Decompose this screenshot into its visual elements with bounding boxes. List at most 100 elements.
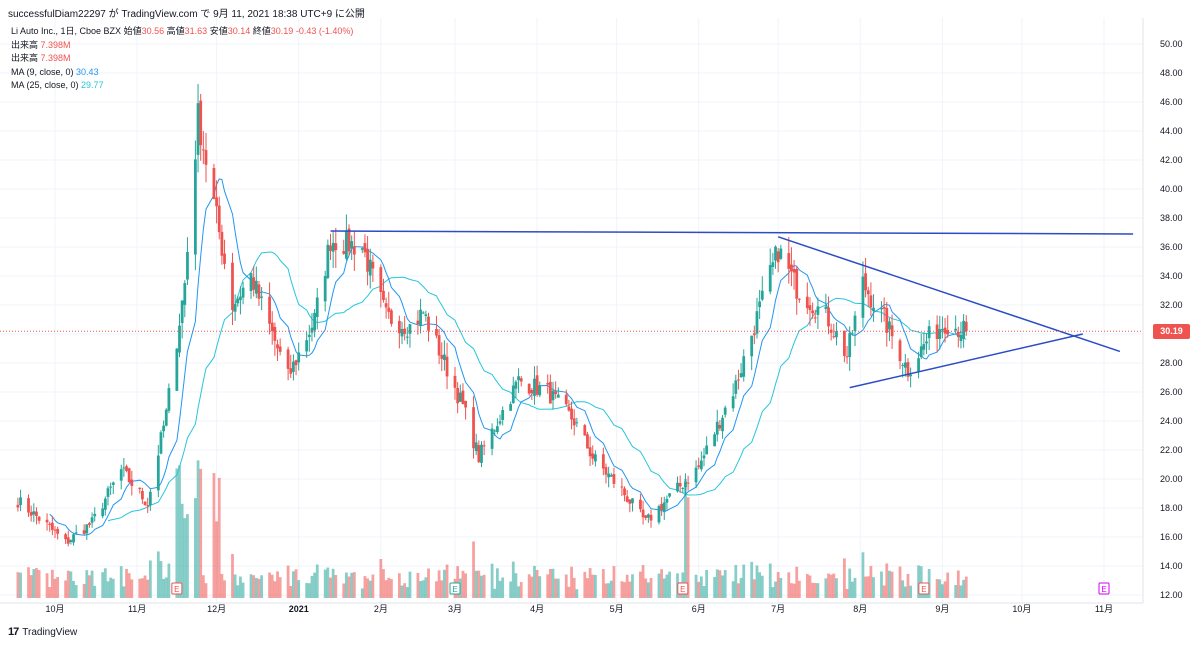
volume-bar <box>445 564 449 598</box>
volume-bar <box>164 577 168 598</box>
candle-body <box>480 444 483 463</box>
volume-bar <box>829 574 833 598</box>
candle-body <box>421 312 425 314</box>
volume-bar <box>194 498 197 598</box>
candle-body <box>294 360 298 366</box>
candle-body <box>331 242 335 252</box>
volume-bar <box>125 568 128 598</box>
volume-bar <box>903 586 907 598</box>
candle-body <box>257 284 261 299</box>
volume-bar <box>88 575 91 598</box>
volume-bar <box>755 565 759 598</box>
candle-body <box>554 391 558 395</box>
candle-body <box>273 326 277 341</box>
volume-bar <box>493 588 497 598</box>
volume-bar <box>935 579 939 598</box>
candle-body <box>646 514 650 518</box>
candle-body <box>204 150 208 165</box>
candle-body <box>538 385 542 396</box>
volume-row-1[interactable]: 出来高 7.398M <box>11 39 353 53</box>
candle-body <box>88 523 91 525</box>
y-tick-label: 26.00 <box>1160 387 1183 397</box>
change-value: -0.43 (-1.40%) <box>295 26 354 36</box>
candle-body <box>167 388 171 411</box>
volume-bar <box>231 554 234 598</box>
earnings-marker[interactable]: E <box>171 582 183 595</box>
candle-body <box>482 445 486 447</box>
candle-body <box>686 482 690 484</box>
volume-bar <box>371 574 375 598</box>
candle-body <box>445 356 449 377</box>
earnings-marker[interactable]: E <box>677 582 689 595</box>
footer-brand[interactable]: 17 TradingView <box>8 626 77 638</box>
ma25-row[interactable]: MA (25, close, 0) 29.77 <box>11 79 353 93</box>
candle-body <box>527 383 531 394</box>
ma25-value: 29.77 <box>81 80 104 90</box>
volume-bar <box>628 581 632 598</box>
volume-bar <box>946 572 950 598</box>
candle-body <box>620 486 624 488</box>
candle-body <box>326 244 330 278</box>
earnings-marker[interactable]: E <box>1098 582 1110 595</box>
volume-bar <box>90 570 94 598</box>
volume-bar <box>805 573 809 598</box>
earnings-marker[interactable]: E <box>449 582 461 595</box>
volume-bar <box>901 580 905 598</box>
grid <box>0 18 1143 603</box>
candle-body <box>922 344 926 350</box>
trendline-descending[interactable] <box>777 236 1121 353</box>
candle-body <box>869 295 873 308</box>
earnings-marker[interactable]: E <box>918 582 930 595</box>
volume-bar <box>347 576 351 598</box>
chart-legend: Li Auto Inc., 1日, Cboe BZX 始値30.56 高値31.… <box>11 25 353 93</box>
volume-bar <box>527 574 531 598</box>
volume-bar <box>750 561 754 598</box>
volume-bar <box>472 541 475 598</box>
volume-bar <box>564 574 568 598</box>
volume-bar <box>808 575 812 598</box>
candle-body <box>657 506 661 523</box>
candle-body <box>943 327 947 334</box>
candle-body <box>342 251 346 254</box>
ma9-row[interactable]: MA (9, close, 0) 30.43 <box>11 66 353 80</box>
symbol-title[interactable]: Li Auto Inc., 1日, Cboe BZX <box>11 26 122 36</box>
volume-bar <box>159 561 163 598</box>
volume-bar <box>456 566 460 598</box>
volume-bar <box>718 570 722 598</box>
candle-body <box>758 301 762 308</box>
volume-bar <box>437 570 441 598</box>
candle-body <box>805 296 809 309</box>
candle-body <box>424 314 428 316</box>
volume-bar <box>400 585 404 598</box>
candle-body <box>890 325 894 337</box>
candle-body <box>236 298 240 304</box>
earnings-marker-label: E <box>174 585 179 594</box>
symbol-row: Li Auto Inc., 1日, Cboe BZX 始値30.56 高値31.… <box>11 25 353 39</box>
volume-bar <box>797 580 801 598</box>
candle-body <box>628 499 632 504</box>
volume-bar <box>379 559 383 598</box>
candle-body <box>363 243 367 253</box>
volume-bar <box>885 563 889 598</box>
volume-bar <box>734 565 738 598</box>
volume-bar <box>594 574 597 598</box>
volume-bar <box>109 577 113 598</box>
volume-bar <box>646 582 650 598</box>
y-tick-label: 50.00 <box>1160 39 1183 49</box>
volume-bar <box>315 564 319 598</box>
candle-body <box>660 503 664 510</box>
trendline-ascending[interactable] <box>849 333 1083 389</box>
ma25-path <box>107 251 967 522</box>
candle-body <box>50 522 54 530</box>
volume-row-2[interactable]: 出来高 7.398M <box>11 52 353 66</box>
candle-body <box>130 479 134 486</box>
volume-bar <box>233 574 237 598</box>
candle-body <box>215 197 218 207</box>
candle-body <box>872 307 875 312</box>
x-tick-label: 7月 <box>771 604 785 614</box>
candle-body <box>827 307 830 327</box>
trendline-resistance[interactable] <box>330 230 1134 235</box>
volume-bar <box>93 585 97 598</box>
ma9-line <box>49 178 967 536</box>
